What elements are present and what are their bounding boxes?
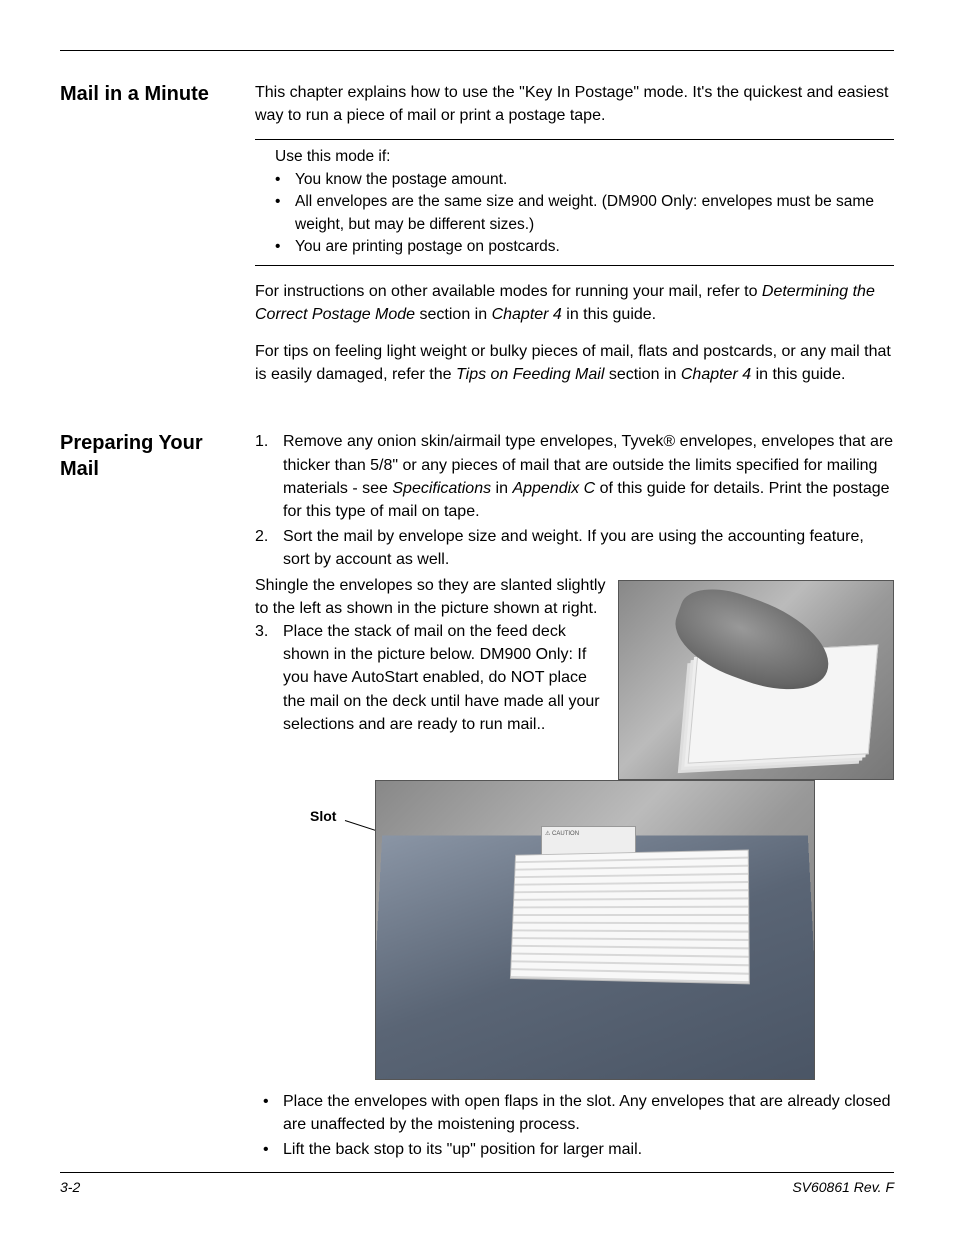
box-item: All envelopes are the same size and weig… — [295, 191, 894, 236]
page-footer: 3-2 SV60861 Rev. F — [60, 1172, 894, 1195]
step-3: Place the stack of mail on the feed deck… — [255, 620, 894, 736]
feed-deck-figure: Slot ⚠ CAUTION — [255, 780, 894, 1080]
heading-mail-in-a-minute: Mail in a Minute — [60, 81, 240, 107]
section-mail-in-a-minute: Mail in a Minute This chapter explains h… — [60, 81, 894, 400]
intro-paragraph: This chapter explains how to use the "Ke… — [255, 81, 894, 127]
doc-revision: SV60861 Rev. F — [792, 1179, 894, 1195]
text-italic: Appendix C — [512, 480, 595, 497]
text-italic: Tips on Feeding Mail — [456, 366, 604, 383]
bullet-item: Place the envelopes with open flaps in t… — [283, 1090, 894, 1136]
final-bullets: Place the envelopes with open flaps in t… — [255, 1090, 894, 1162]
box-item: You are printing postage on postcards. — [295, 236, 894, 258]
use-this-mode-box: Use this mode if: You know the postage a… — [255, 139, 894, 265]
text: section in — [415, 306, 491, 323]
section-preparing-your-mail: Preparing Your Mail Remove any onion ski… — [60, 430, 894, 1163]
text: For instructions on other available mode… — [255, 283, 762, 300]
tips-paragraph: For tips on feeling light weight or bulk… — [255, 340, 894, 386]
text: in — [491, 480, 512, 497]
box-item: You know the postage amount. — [295, 169, 894, 191]
text-italic: Chapter 4 — [492, 306, 562, 323]
bullet-item: Lift the back stop to its "up" position … — [283, 1138, 894, 1161]
box-lead: Use this mode if: — [275, 146, 894, 168]
heading-preparing-your-mail: Preparing Your Mail — [60, 430, 240, 482]
text: in this guide. — [751, 366, 845, 383]
text: in this guide. — [562, 306, 656, 323]
box-list: You know the postage amount. All envelop… — [275, 169, 894, 259]
step-1: Remove any onion skin/airmail type envel… — [255, 430, 894, 523]
instructions-paragraph: For instructions on other available mode… — [255, 280, 894, 326]
feed-deck-image: ⚠ CAUTION — [375, 780, 815, 1080]
text-italic: Specifications — [392, 480, 491, 497]
page-number: 3-2 — [60, 1179, 80, 1195]
text-italic: Chapter 4 — [681, 366, 751, 383]
steps-list: Remove any onion skin/airmail type envel… — [255, 430, 894, 571]
top-rule — [60, 50, 894, 51]
steps-list-continued: Place the stack of mail on the feed deck… — [255, 620, 894, 736]
text: section in — [604, 366, 680, 383]
step-2: Sort the mail by envelope size and weigh… — [255, 525, 894, 571]
slot-label: Slot — [310, 808, 336, 824]
